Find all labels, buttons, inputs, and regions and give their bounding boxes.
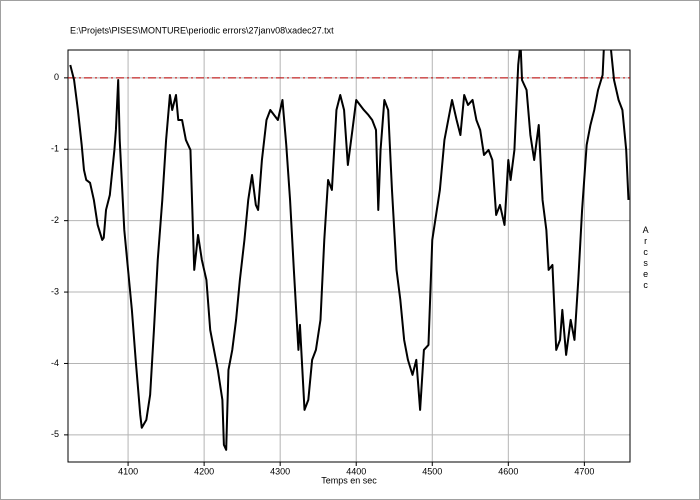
y-tick-label: -3	[51, 286, 59, 296]
x-tick-label: 4600	[498, 466, 518, 476]
y-tick-label: -2	[51, 215, 59, 225]
x-tick-label: 4500	[422, 466, 442, 476]
y-tick-label: -1	[51, 144, 59, 154]
y-tick-label: -4	[51, 358, 59, 368]
x-tick-label: 4300	[270, 466, 290, 476]
x-tick-label: 4100	[118, 466, 138, 476]
y-tick-label: -5	[51, 429, 59, 439]
x-tick-label: 4400	[346, 466, 366, 476]
x-axis-label: Temps en sec	[321, 475, 377, 485]
x-tick-label: 4200	[194, 466, 214, 476]
data-line	[69, 50, 630, 451]
chart-title: E:\Projets\PISES\MONTURE\periodic errors…	[70, 25, 334, 35]
plot-frame	[67, 49, 631, 463]
x-tick-label: 4700	[574, 466, 594, 476]
y-axis-label: Arcsec	[641, 225, 651, 291]
y-tick-label: 0	[54, 72, 59, 82]
